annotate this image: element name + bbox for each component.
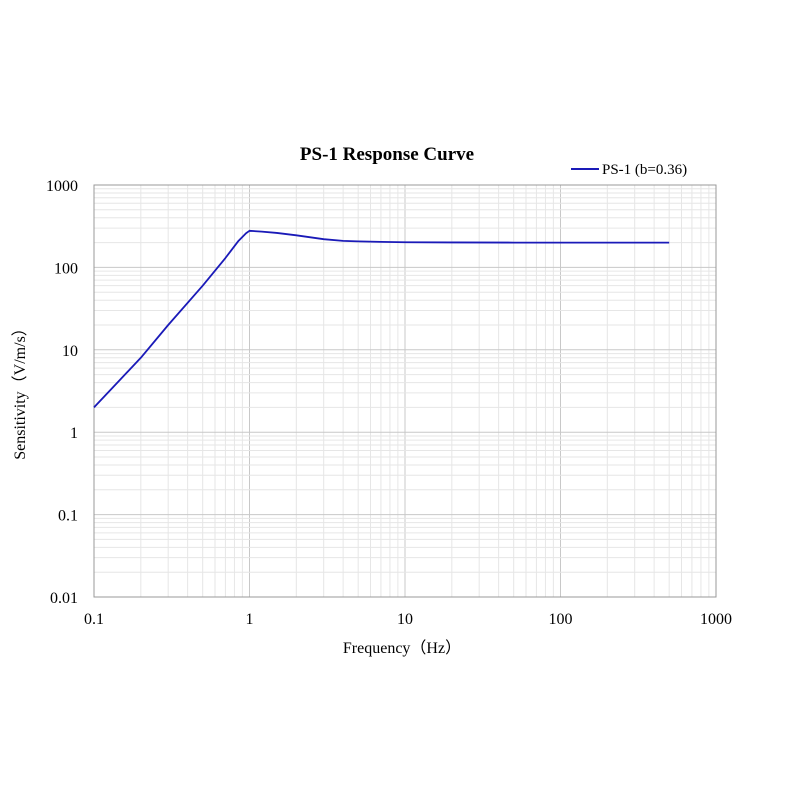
plot-area bbox=[93, 184, 717, 598]
legend-label: PS-1 (b=0.36) bbox=[602, 162, 687, 178]
chart-title: PS-1 Response Curve bbox=[300, 144, 474, 165]
y-tick-label: 0.1 bbox=[58, 508, 78, 525]
y-tick-label: 0.01 bbox=[50, 590, 78, 607]
y-axis-label: Sensitivity（V/m/s） bbox=[11, 320, 29, 460]
x-tick-label: 1 bbox=[246, 611, 254, 628]
y-tick-label: 1000 bbox=[46, 178, 78, 195]
x-axis-ticks: 0.1 1 10 100 1000 bbox=[84, 611, 732, 628]
y-axis-ticks: 0.01 0.1 1 10 100 1000 bbox=[46, 178, 78, 607]
x-tick-label: 0.1 bbox=[84, 611, 104, 628]
x-tick-label: 10 bbox=[397, 611, 413, 628]
x-tick-label: 1000 bbox=[700, 611, 732, 628]
legend: PS-1 (b=0.36) bbox=[571, 162, 687, 178]
y-tick-label: 100 bbox=[54, 260, 78, 277]
y-tick-label: 10 bbox=[62, 343, 78, 360]
series-line-ps-1 bbox=[93, 229, 670, 409]
y-tick-label: 1 bbox=[70, 425, 78, 442]
x-tick-label: 100 bbox=[549, 611, 573, 628]
x-axis-label: Frequency（Hz） bbox=[343, 639, 461, 657]
grid bbox=[94, 185, 716, 597]
